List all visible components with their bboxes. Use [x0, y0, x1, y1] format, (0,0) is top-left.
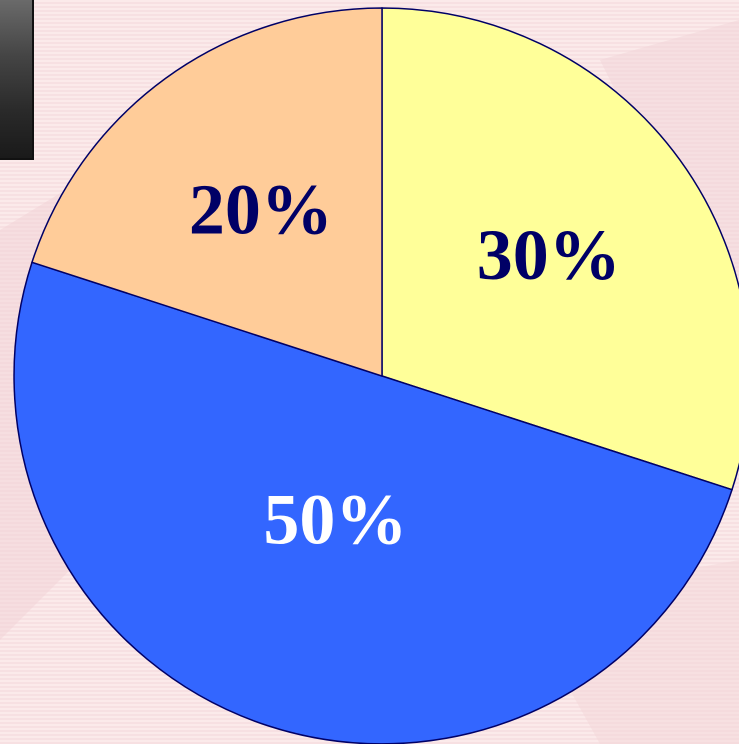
- pie-slice-50: [13, 261, 733, 744]
- pie-slice-30: [381, 7, 739, 491]
- pie-slice-label-30: 30%: [477, 215, 621, 295]
- pie-slice-20: [31, 7, 383, 378]
- pie-slice-label-50: 50%: [263, 479, 407, 559]
- photo-thumbnail: [0, 0, 34, 160]
- pie-slice-label-20: 20%: [189, 169, 333, 249]
